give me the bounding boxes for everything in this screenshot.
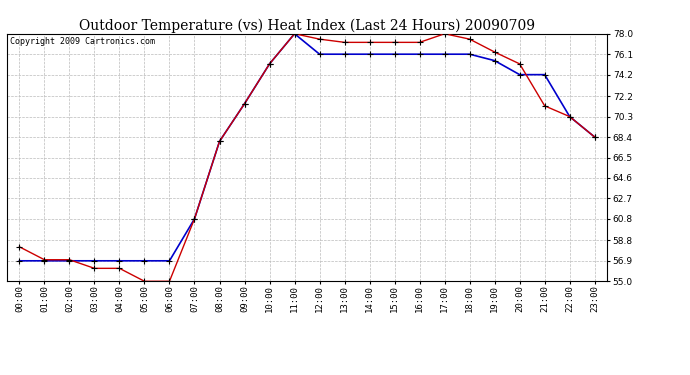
Text: Copyright 2009 Cartronics.com: Copyright 2009 Cartronics.com: [10, 38, 155, 46]
Title: Outdoor Temperature (vs) Heat Index (Last 24 Hours) 20090709: Outdoor Temperature (vs) Heat Index (Las…: [79, 18, 535, 33]
